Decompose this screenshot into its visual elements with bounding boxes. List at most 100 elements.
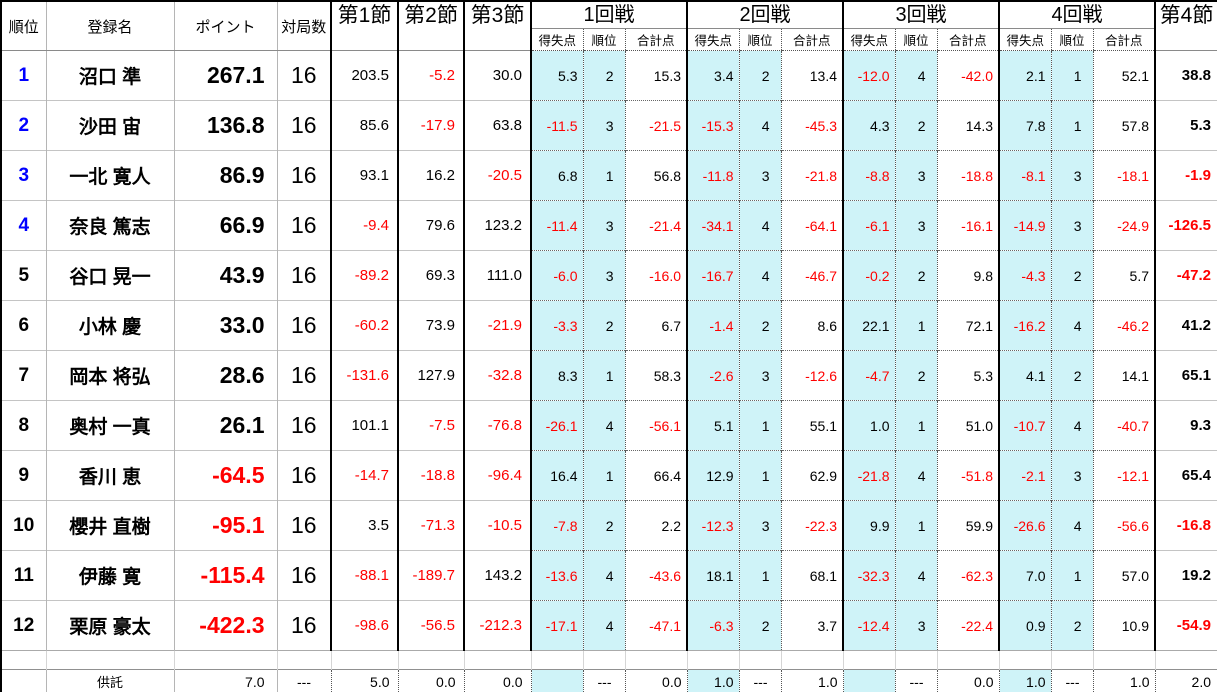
session2-score-cell: -7.5 xyxy=(397,400,464,451)
round3-gain-cell: -32.3 xyxy=(842,550,895,601)
round2-gain-cell: 1.0 xyxy=(686,669,739,692)
rank-cell xyxy=(1,669,46,692)
round4-gain-cell: 7.8 xyxy=(998,100,1051,151)
spacer-cell xyxy=(530,650,583,670)
round4-gain-cell: -16.2 xyxy=(998,300,1051,351)
round4-total-cell: -18.1 xyxy=(1092,150,1155,201)
session1-score-cell: 5.0 xyxy=(330,669,398,692)
round3-gain-cell: -8.8 xyxy=(842,150,895,201)
games-count-cell: 16 xyxy=(276,50,331,101)
session4-score-cell: 65.4 xyxy=(1154,450,1217,501)
spacer-cell xyxy=(330,650,398,670)
round2-total-cell: 1.0 xyxy=(780,669,843,692)
round4-total-cell: 57.8 xyxy=(1092,100,1155,151)
session2-score-cell: -17.9 xyxy=(397,100,464,151)
points-cell: 66.9 xyxy=(173,200,277,251)
round3-gain-cell: -12.4 xyxy=(842,600,895,651)
round2-gain-cell: 18.1 xyxy=(686,550,739,601)
round2-gain-cell: 5.1 xyxy=(686,400,739,451)
round1-place-cell: 4 xyxy=(582,550,625,601)
round3-gain-cell: 9.9 xyxy=(842,500,895,551)
round3-total-cell: 9.8 xyxy=(936,250,999,301)
rank-cell: 3 xyxy=(1,150,46,201)
round2-total-cell: -45.3 xyxy=(780,100,843,151)
round4-place-cell: 2 xyxy=(1050,350,1093,401)
round4-place-cell: 3 xyxy=(1050,150,1093,201)
round2-place-cell: 4 xyxy=(738,100,781,151)
round2-place-cell: 3 xyxy=(738,150,781,201)
round4-total-cell: -46.2 xyxy=(1092,300,1155,351)
player-name-cell: 一北 寛人 xyxy=(45,150,174,201)
round4-place-header: 順位 xyxy=(1050,28,1093,51)
round3-place-cell: 3 xyxy=(894,150,937,201)
round1-total-cell: 6.7 xyxy=(624,300,687,351)
round3-total-cell: 0.0 xyxy=(936,669,999,692)
rank-cell: 10 xyxy=(1,500,46,551)
spacer-cell xyxy=(173,650,277,670)
session1-score-cell: -98.6 xyxy=(330,600,398,651)
session3-score-cell: -96.4 xyxy=(463,450,531,501)
points-cell: 33.0 xyxy=(173,300,277,351)
player-name-cell: 供託 xyxy=(45,669,174,692)
player-row: 4 奈良 篤志 66.9 16 -9.4 79.6 123.2 -11.4 3 -21.4 -34.… xyxy=(1,200,1217,251)
round4-total-cell: -56.6 xyxy=(1092,500,1155,551)
round4-place-cell: 1 xyxy=(1050,550,1093,601)
player-row: 3 一北 寛人 86.9 16 93.1 16.2 -20.5 6.8 1 56.8 -11.8 3-… xyxy=(1,150,1217,201)
round1-gain-cell xyxy=(530,669,583,692)
round2-gain-cell: -15.3 xyxy=(686,100,739,151)
round4-gain-cell: -4.3 xyxy=(998,250,1051,301)
round1-total-cell: 56.8 xyxy=(624,150,687,201)
games-count-cell: 16 xyxy=(276,600,331,651)
round1-gain-cell: -26.1 xyxy=(530,400,583,451)
session1-header: 第1節 xyxy=(330,1,398,51)
rank-header: 順位 xyxy=(1,1,46,51)
round2-place-cell: --- xyxy=(738,669,781,692)
session4-score-cell: 38.8 xyxy=(1154,50,1217,101)
player-name-cell: 小林 慶 xyxy=(45,300,174,351)
round1-gain-cell: 8.3 xyxy=(530,350,583,401)
round3-gain-cell: 22.1 xyxy=(842,300,895,351)
round2-place-cell: 1 xyxy=(738,450,781,501)
games-count-cell: 16 xyxy=(276,500,331,551)
round1-total-cell: -47.1 xyxy=(624,600,687,651)
round1-place-cell: 1 xyxy=(582,150,625,201)
rank-cell: 2 xyxy=(1,100,46,151)
round3-gain-cell: -6.1 xyxy=(842,200,895,251)
player-row: 1 沼口 準 267.1 16 203.5 -5.2 30.0 5.3 2 15.3 3.4 2 13.… xyxy=(1,50,1217,101)
session1-score-cell: 101.1 xyxy=(330,400,398,451)
round2-total-cell: -46.7 xyxy=(780,250,843,301)
spacer-cell xyxy=(738,650,781,670)
player-name-cell: 栗原 豪太 xyxy=(45,600,174,651)
round4-total-cell: 52.1 xyxy=(1092,50,1155,101)
round1-gain-cell: 5.3 xyxy=(530,50,583,101)
round2-place-cell: 4 xyxy=(738,200,781,251)
session2-score-cell: -189.7 xyxy=(397,550,464,601)
session1-score-cell: -131.6 xyxy=(330,350,398,401)
session1-score-cell: -88.1 xyxy=(330,550,398,601)
round1-total-cell: -21.4 xyxy=(624,200,687,251)
games-count-cell: 16 xyxy=(276,100,331,151)
round3-place-cell: --- xyxy=(894,669,937,692)
session3-score-cell: 123.2 xyxy=(463,200,531,251)
round1-place-cell: 3 xyxy=(582,100,625,151)
points-cell: -64.5 xyxy=(173,450,277,501)
spacer-row xyxy=(0,650,1217,670)
round1-gain-cell: -7.8 xyxy=(530,500,583,551)
round3-place-cell: 3 xyxy=(894,600,937,651)
session3-score-cell: 0.0 xyxy=(463,669,531,692)
round3-total-cell: 72.1 xyxy=(936,300,999,351)
round3-place-cell: 4 xyxy=(894,450,937,501)
rank-cell: 9 xyxy=(1,450,46,501)
session1-score-cell: -14.7 xyxy=(330,450,398,501)
round2-place-cell: 4 xyxy=(738,250,781,301)
round4-header: 4回戦 xyxy=(998,1,1155,29)
points-cell: 7.0 xyxy=(173,669,277,692)
session4-header: 第4節 xyxy=(1154,1,1217,51)
session3-score-cell: 30.0 xyxy=(463,50,531,101)
round1-gain-cell: 6.8 xyxy=(530,150,583,201)
name-header: 登録名 xyxy=(45,1,174,51)
player-row: 9 香川 恵 -64.5 16 -14.7 -18.8 -96.4 16.4 1 66.4 12.9… xyxy=(1,450,1217,501)
points-cell: -422.3 xyxy=(173,600,277,651)
round2-place-cell: 3 xyxy=(738,500,781,551)
